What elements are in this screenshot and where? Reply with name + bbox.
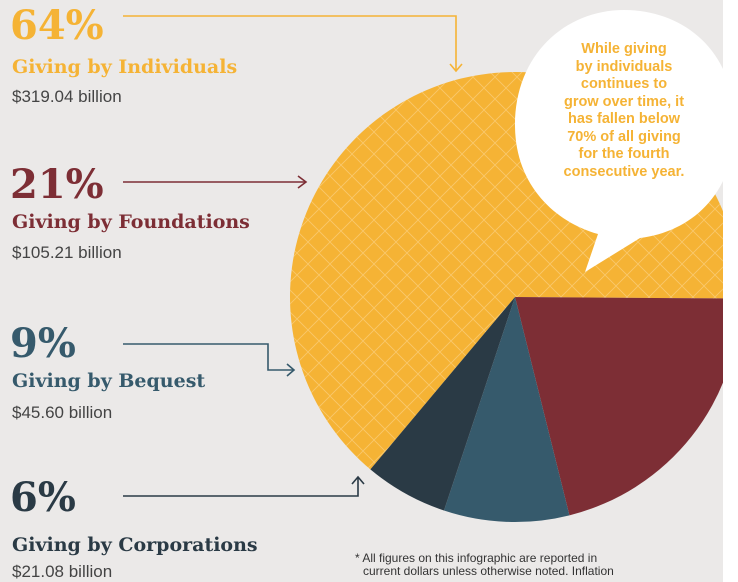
callout-bubble [515, 10, 735, 272]
amount-individuals: $319.04 billion [12, 87, 122, 106]
footnote-line: * All figures on this infographic are re… [355, 551, 598, 565]
right-margin [723, 0, 738, 582]
leader-individuals [123, 15, 457, 70]
callout-line: While giving [581, 41, 667, 57]
leader-bequest [123, 343, 293, 371]
callout-line: 70% of all giving [567, 128, 681, 145]
leader-corporations-arrowhead [351, 475, 365, 485]
callout-line: for the fourth [578, 146, 670, 162]
footnote: * All figures on this infographic are re… [355, 552, 715, 578]
leader-bequest-arrowhead [286, 363, 296, 377]
name-bequest: Giving by Bequest [12, 370, 206, 392]
name-foundations: Giving by Foundations [12, 211, 250, 233]
amount-corporations: $21.08 billion [12, 562, 113, 581]
pct-individuals: 64% [10, 2, 104, 49]
amount-foundations: $105.21 billion [12, 243, 122, 262]
footnote-line: current dollars unless otherwise noted. … [363, 564, 614, 578]
leader-corporations [123, 478, 359, 497]
leader-individuals-arrowhead [449, 63, 463, 73]
callout-line: continues to [580, 76, 668, 92]
amount-bequest: $45.60 billion [12, 403, 113, 422]
name-individuals: Giving by Individuals [12, 56, 238, 78]
name-corporations: Giving by Corporations [12, 534, 258, 556]
slice-corporations [370, 297, 515, 511]
callout-line: has fallen below [568, 111, 680, 127]
callout-line: consecutive year. [563, 163, 685, 180]
slice-bequest [443, 297, 570, 523]
slice-foundations [515, 297, 738, 516]
callout-line: by individuals [575, 58, 673, 75]
callout-text: While giving by individuals continues to… [549, 41, 699, 181]
pct-foundations: 21% [10, 161, 104, 208]
pct-bequest: 9% [10, 320, 76, 367]
leader-foundations-arrowhead [297, 175, 308, 189]
pct-corporations: 6% [10, 474, 76, 521]
callout-line: grow over time, it [563, 93, 685, 110]
